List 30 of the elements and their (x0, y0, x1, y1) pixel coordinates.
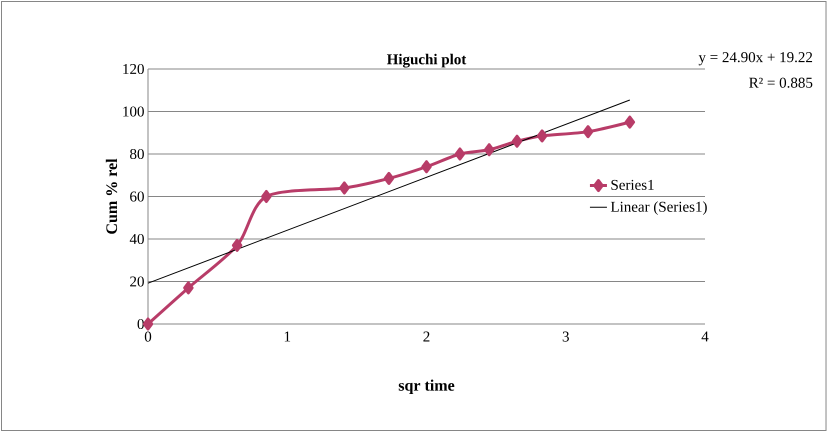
y-axis-title: Cum % rel (106, 158, 118, 234)
point (232, 238, 242, 252)
point (421, 160, 432, 174)
point (183, 281, 194, 294)
point (384, 172, 394, 185)
x-tick-label: 3 (562, 332, 569, 342)
x-tick-label: 4 (702, 332, 709, 342)
point (582, 125, 594, 138)
y-tick-label: 80 (130, 148, 144, 160)
x-tick-label: 2 (423, 332, 430, 342)
point (536, 129, 548, 142)
point (339, 182, 350, 194)
legend-label: Series1 (611, 180, 654, 190)
legend-label: Linear (Series1) (610, 201, 707, 215)
chart-title: Higuchi plot (386, 54, 466, 68)
point (484, 143, 494, 156)
text: y = 24.90x + 19.22 (698, 52, 812, 66)
x-tick-label: 1 (284, 332, 290, 342)
y-tick-label: 40 (130, 234, 144, 244)
point (512, 134, 522, 148)
y-tick-label: 20 (130, 276, 144, 287)
y-tick-label: 120 (123, 64, 144, 74)
x-tick-label: 0 (144, 332, 152, 342)
x-axis-title: sqr time (398, 380, 454, 394)
point (261, 190, 272, 203)
y-tick-label: 60 (130, 191, 144, 202)
point (454, 148, 466, 160)
point (624, 116, 636, 129)
y-tick-label: 100 (123, 106, 144, 117)
text: R² = 0.885 (749, 78, 812, 88)
